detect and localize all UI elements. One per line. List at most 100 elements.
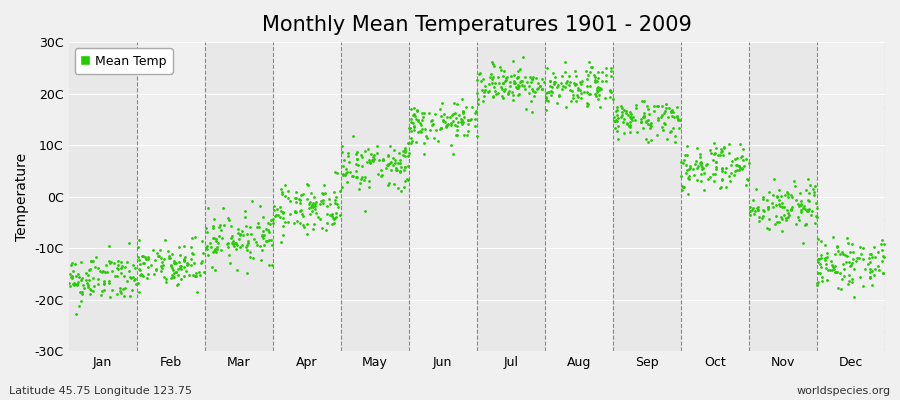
Point bbox=[548, 74, 562, 80]
Point bbox=[664, 128, 679, 134]
Point bbox=[227, 243, 241, 249]
Point bbox=[474, 87, 489, 93]
Point bbox=[400, 177, 415, 184]
Point bbox=[114, 259, 129, 265]
Point bbox=[835, 251, 850, 258]
Point bbox=[655, 112, 670, 118]
Point bbox=[735, 157, 750, 163]
Point bbox=[691, 163, 706, 169]
Point bbox=[361, 146, 375, 152]
Point bbox=[590, 84, 605, 90]
Point bbox=[558, 83, 572, 90]
Point bbox=[604, 68, 618, 74]
Point bbox=[293, 192, 308, 198]
Point bbox=[734, 165, 748, 171]
Point bbox=[215, 235, 230, 242]
Point bbox=[590, 86, 604, 93]
Point bbox=[484, 70, 499, 77]
Point bbox=[365, 157, 380, 164]
Point bbox=[328, 214, 343, 220]
Point bbox=[513, 79, 527, 86]
Point bbox=[803, 182, 817, 188]
Point bbox=[828, 263, 842, 270]
Point bbox=[432, 126, 446, 132]
Point bbox=[223, 223, 238, 229]
Point bbox=[228, 240, 242, 246]
Point bbox=[713, 185, 727, 191]
Point bbox=[66, 275, 80, 281]
Point bbox=[787, 178, 801, 184]
Point bbox=[598, 95, 612, 101]
Point bbox=[172, 244, 186, 250]
Point bbox=[110, 291, 124, 297]
Point bbox=[322, 212, 337, 219]
Point bbox=[728, 168, 742, 174]
Point bbox=[352, 186, 366, 192]
Point bbox=[637, 114, 652, 120]
Point bbox=[845, 279, 859, 285]
Point bbox=[135, 253, 149, 260]
Point bbox=[715, 176, 729, 183]
Point bbox=[162, 253, 176, 259]
Point bbox=[852, 255, 867, 261]
Point bbox=[770, 202, 784, 208]
Point bbox=[437, 119, 452, 125]
Point bbox=[127, 276, 141, 282]
Point bbox=[519, 79, 534, 85]
Point bbox=[154, 255, 168, 261]
Point bbox=[396, 184, 410, 190]
Point bbox=[636, 124, 651, 131]
Point bbox=[123, 274, 138, 280]
Point bbox=[450, 123, 464, 129]
Point bbox=[641, 117, 655, 123]
Point bbox=[287, 220, 302, 226]
Point bbox=[168, 269, 183, 275]
Bar bbox=[749, 42, 817, 351]
Point bbox=[398, 164, 412, 171]
Point bbox=[667, 138, 681, 145]
Point bbox=[67, 282, 81, 288]
Point bbox=[604, 65, 618, 71]
Point bbox=[231, 236, 246, 242]
Point bbox=[676, 184, 690, 190]
Point bbox=[821, 267, 835, 273]
Point bbox=[455, 110, 470, 116]
Point bbox=[841, 240, 855, 246]
Point bbox=[679, 170, 693, 176]
Point bbox=[138, 253, 152, 260]
Point bbox=[356, 154, 370, 160]
Point bbox=[328, 215, 342, 221]
Point bbox=[568, 81, 582, 88]
Point bbox=[382, 143, 397, 149]
Point bbox=[849, 258, 863, 264]
Point bbox=[140, 271, 155, 277]
Point bbox=[135, 272, 149, 278]
Point bbox=[716, 145, 731, 152]
Title: Monthly Mean Temperatures 1901 - 2009: Monthly Mean Temperatures 1901 - 2009 bbox=[262, 15, 692, 35]
Point bbox=[176, 273, 191, 280]
Point bbox=[289, 189, 303, 196]
Point bbox=[482, 81, 496, 87]
Point bbox=[79, 270, 94, 277]
Point bbox=[404, 106, 419, 113]
Point bbox=[512, 90, 526, 97]
Point bbox=[801, 206, 815, 213]
Point bbox=[307, 221, 321, 227]
Point bbox=[320, 203, 335, 209]
Point bbox=[364, 151, 378, 157]
Point bbox=[64, 262, 78, 268]
Point bbox=[581, 90, 596, 97]
Point bbox=[708, 166, 723, 172]
Point bbox=[841, 280, 855, 287]
Point bbox=[348, 151, 363, 158]
Point bbox=[221, 240, 236, 246]
Point bbox=[330, 170, 345, 176]
Point bbox=[69, 272, 84, 279]
Point bbox=[624, 115, 638, 121]
Point bbox=[472, 101, 486, 108]
Point bbox=[814, 252, 829, 258]
Point bbox=[336, 163, 350, 169]
Point bbox=[665, 125, 680, 132]
Point bbox=[418, 140, 432, 146]
Point bbox=[610, 112, 625, 118]
